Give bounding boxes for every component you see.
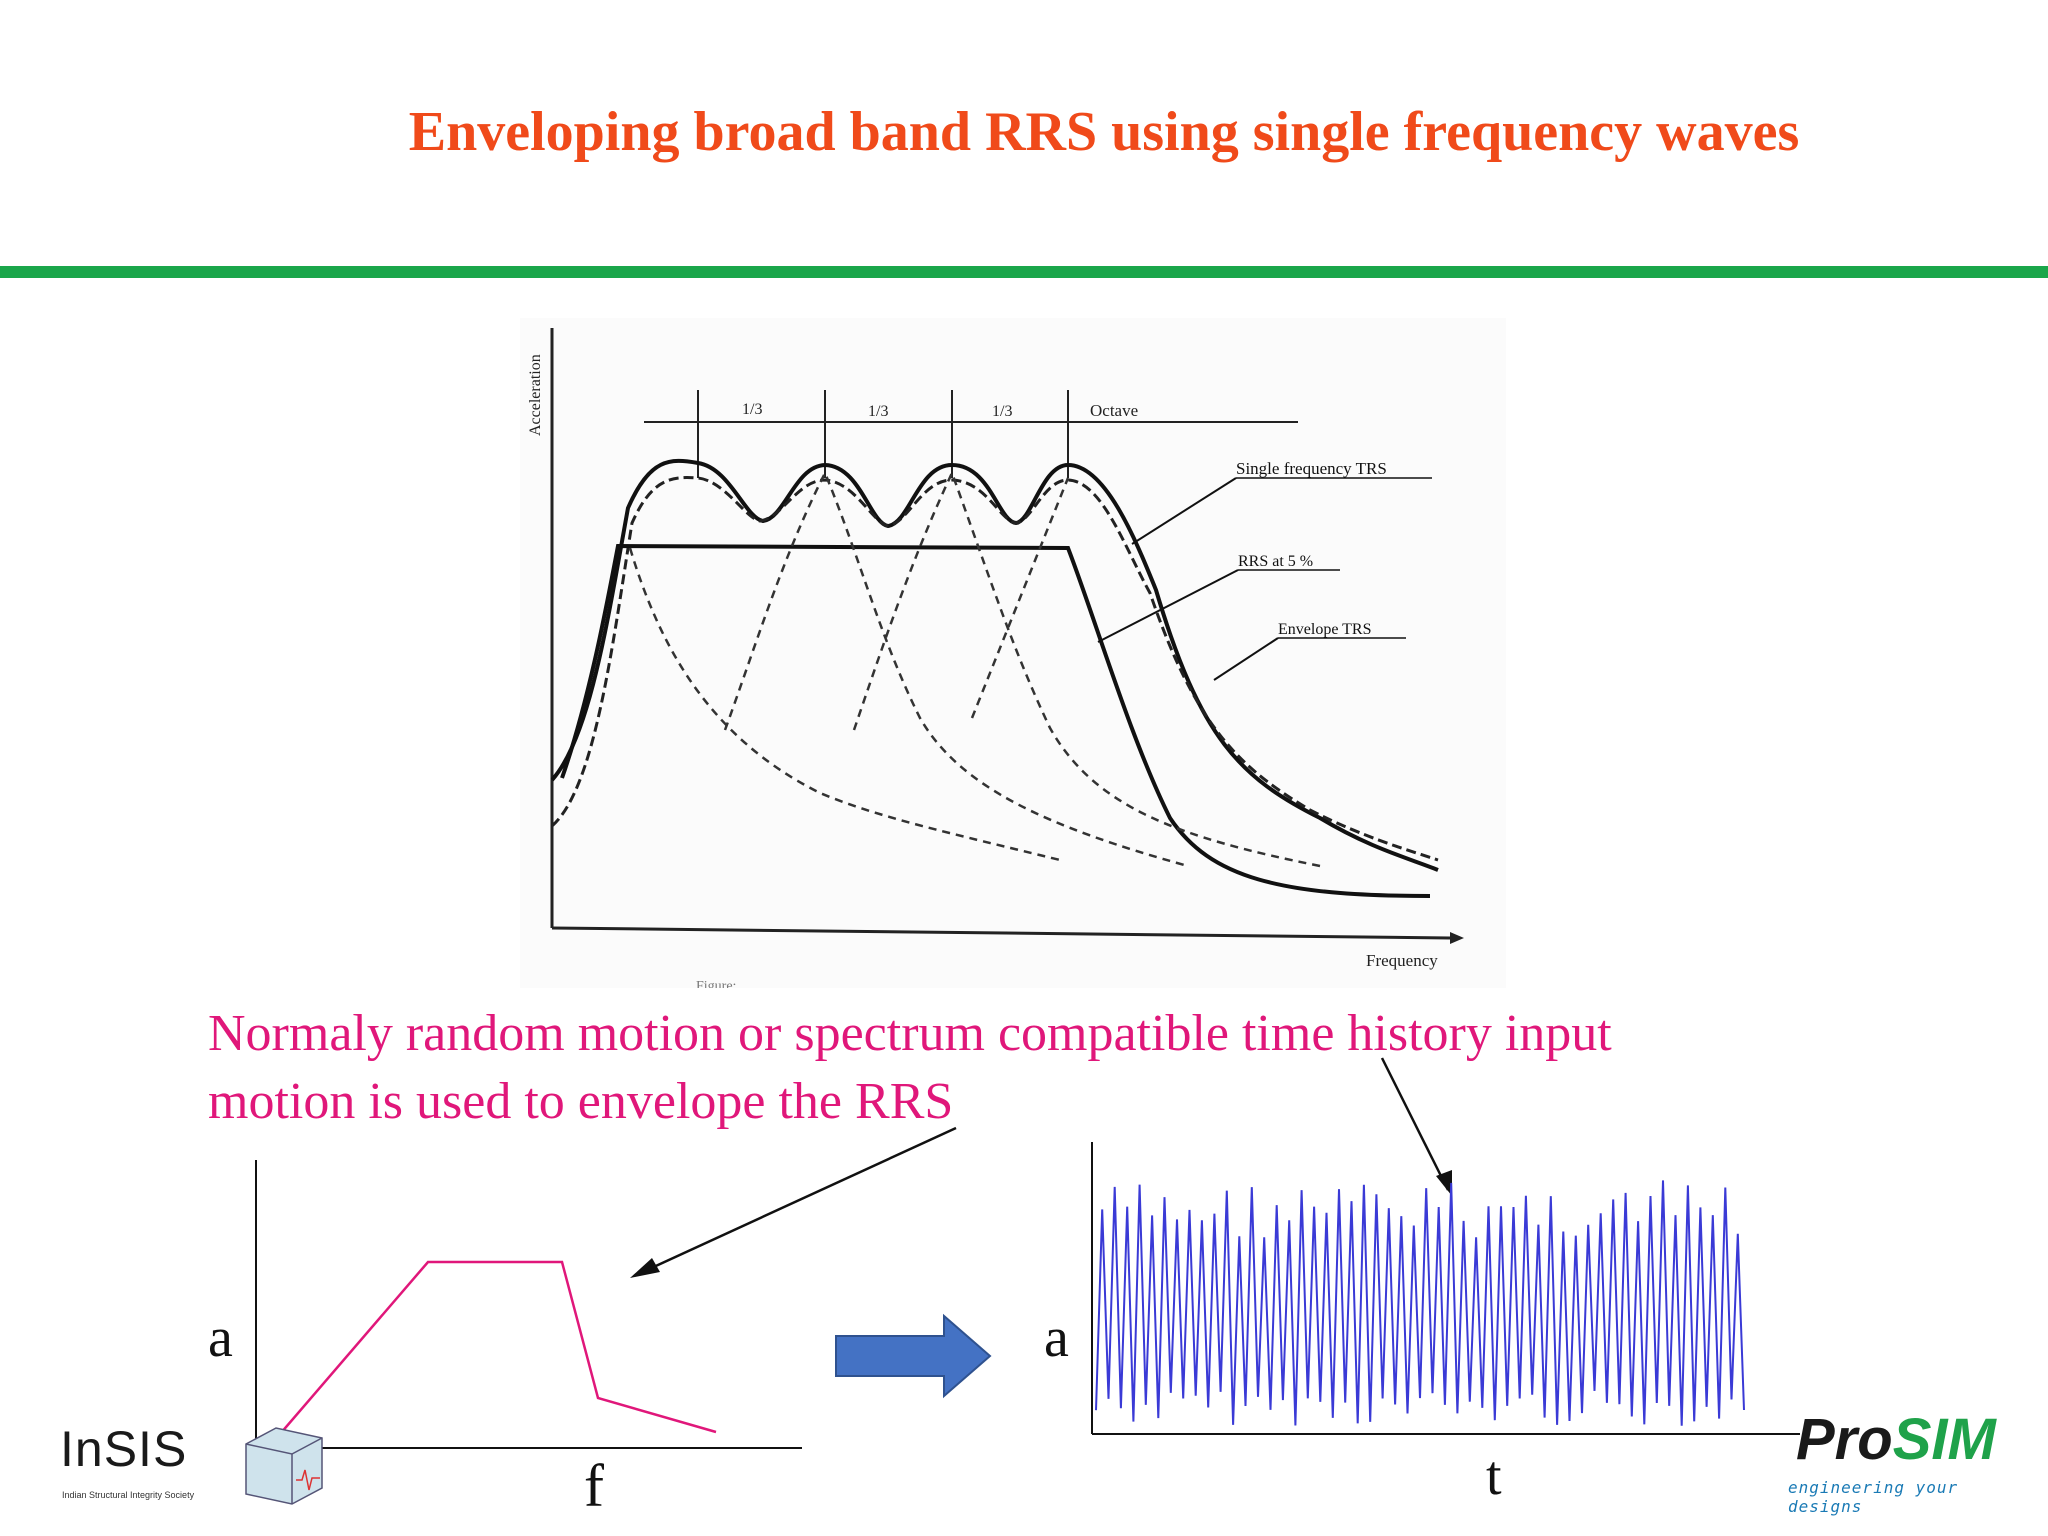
transform-arrow-icon <box>835 1313 992 1399</box>
caption-line-2: motion is used to envelope the RRS <box>208 1073 954 1130</box>
pointer-arrowhead <box>630 1258 660 1278</box>
callout-single-frequency-trs: Single frequency TRS <box>1236 459 1387 478</box>
insis-cube-icon <box>245 1427 323 1505</box>
figure-caption-fragment: Figure: ... <box>696 979 750 988</box>
callout-leader <box>1213 637 1279 681</box>
single-wave-lobe <box>852 469 1321 868</box>
spectrum-x-label: f <box>584 1453 604 1519</box>
callout-leader <box>1131 477 1237 545</box>
figure-x-label: Frequency <box>1366 951 1438 970</box>
band-label-octave: Octave <box>1090 401 1138 420</box>
pointer-arrow-to-time-history <box>1380 1057 1450 1191</box>
slide-title: Enveloping broad band RRS using single f… <box>408 101 1800 163</box>
spectrum-curve <box>267 1260 717 1449</box>
prosim-logo-sim: SIM <box>1892 1407 1996 1472</box>
time-history-wave <box>1095 1180 1745 1426</box>
figure-y-label: Acceleration <box>527 354 544 436</box>
caption-text: Normaly random motion or spectrum compat… <box>208 1000 1828 1136</box>
rrs-5-percent-curve <box>560 543 1431 898</box>
band-label-1: 1/3 <box>742 401 762 418</box>
envelope-trs-curve <box>551 476 1439 862</box>
callout-rrs-5-percent: RRS at 5 % <box>1238 553 1313 570</box>
band-label-2: 1/3 <box>868 403 888 420</box>
pointer-arrowhead <box>1436 1170 1452 1196</box>
title-divider <box>0 266 2048 278</box>
time-history-x-label: t <box>1486 1445 1502 1507</box>
time-history-y-label: a <box>1044 1307 1069 1369</box>
prosim-logo-pro: Pro <box>1796 1407 1893 1472</box>
insis-logo-tagline: Indian Structural Integrity Society <box>62 1490 195 1500</box>
pointer-arrow-to-spectrum <box>633 1126 957 1278</box>
insis-logo-name: InSIS <box>60 1421 188 1477</box>
prosim-logo-tagline: engineering your designs <box>1788 1478 1959 1516</box>
insis-logo: InSIS Indian Structural Integrity Societ… <box>60 1418 350 1506</box>
spectrum-y-label: a <box>208 1307 233 1369</box>
single-wave-lobe <box>970 477 1070 719</box>
band-label-3: 1/3 <box>992 403 1012 420</box>
rrs-envelope-figure: Acceleration Frequency 1/3 1/3 1/3 Octav… <box>520 318 1506 988</box>
single-wave-lobe <box>723 469 1189 868</box>
callout-envelope-trs: Envelope TRS <box>1278 621 1371 638</box>
callout-leader <box>1097 569 1239 643</box>
caption-line-1: Normaly random motion or spectrum compat… <box>208 1005 1612 1062</box>
prosim-logo: ProSIM engineering your designs <box>1788 1406 2018 1516</box>
figure-x-arrowhead <box>1450 932 1464 944</box>
single-wave-lobe <box>628 547 1061 862</box>
figure-x-axis <box>551 926 1451 940</box>
